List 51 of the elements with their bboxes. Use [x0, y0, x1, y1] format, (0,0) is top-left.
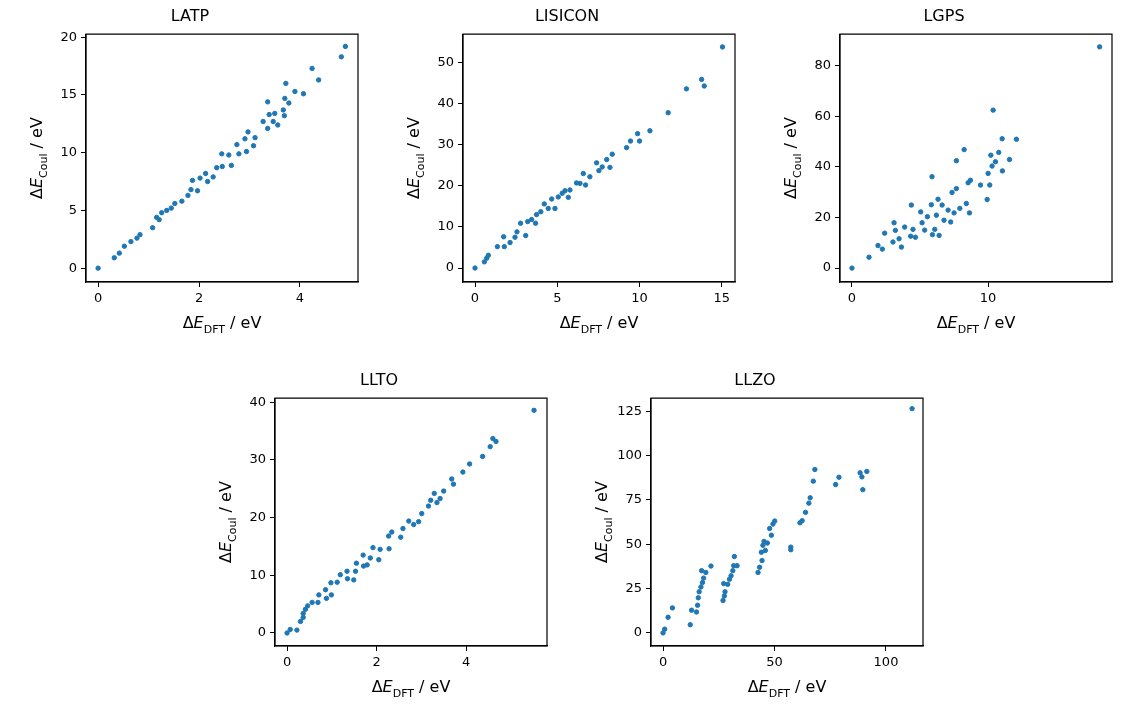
- y-axis-title: ΔECoul / eV: [592, 481, 615, 564]
- y-axis-title: ΔECoul / eV: [781, 117, 804, 200]
- x-tick-label: 5: [553, 290, 562, 306]
- y-axis-title: ΔECoul / eV: [216, 481, 239, 564]
- y-tick-label: 50: [437, 53, 454, 69]
- y-tick-label: 20: [437, 177, 454, 193]
- y-tick-label: 25: [625, 579, 642, 595]
- y-tick-label: 80: [814, 56, 831, 72]
- chart-title: LLTO: [360, 369, 398, 389]
- y-tick-label: 125: [617, 402, 642, 418]
- y-tick-label: 40: [437, 95, 454, 111]
- y-tick-label: 30: [249, 451, 266, 467]
- y-tick-label: 0: [68, 259, 77, 275]
- x-tick-label: 10: [979, 290, 997, 306]
- x-tick-label: 15: [713, 290, 731, 306]
- y-tick-label: 0: [257, 624, 266, 640]
- x-tick-label: 0: [470, 290, 480, 306]
- y-axis-title: ΔECoul / eV: [27, 117, 50, 200]
- chart-title: LISICON: [534, 5, 600, 25]
- y-tick-label: 0: [633, 624, 642, 640]
- x-tick-label: 100: [873, 654, 899, 670]
- y-tick-label: 30: [437, 136, 454, 152]
- chart-title: LLZO: [734, 369, 776, 389]
- y-tick-label: 5: [68, 201, 77, 217]
- chart-title: LATP: [170, 5, 210, 25]
- y-tick-label: 0: [822, 259, 831, 275]
- x-tick-label: 4: [461, 654, 471, 670]
- y-tick-label: 10: [437, 218, 454, 234]
- x-tick-label: 4: [295, 290, 305, 306]
- x-tick-label: 0: [658, 654, 668, 670]
- x-tick-label: 50: [766, 654, 783, 670]
- x-tick-label: 0: [93, 290, 103, 306]
- y-tick-label: 10: [60, 144, 77, 160]
- y-tick-label: 50: [625, 535, 642, 551]
- x-tick-label: 0: [282, 654, 292, 670]
- y-tick-label: 20: [60, 28, 77, 44]
- x-tick-label: 2: [372, 654, 381, 670]
- y-tick-label: 15: [60, 86, 77, 102]
- y-tick-label: 40: [814, 158, 831, 174]
- y-tick-label: 0: [445, 259, 454, 275]
- y-tick-label: 60: [814, 107, 831, 123]
- y-axis-title: ΔECoul / eV: [404, 117, 427, 200]
- y-tick-label: 20: [249, 508, 266, 524]
- y-tick-label: 20: [814, 208, 831, 224]
- x-tick-label: 2: [194, 290, 204, 306]
- x-tick-label: 0: [847, 290, 857, 306]
- y-tick-label: 10: [249, 566, 266, 582]
- y-tick-label: 75: [625, 491, 642, 507]
- y-tick-label: 100: [617, 447, 642, 463]
- y-tick-label: 40: [249, 393, 266, 409]
- chart-title: LGPS: [923, 5, 965, 25]
